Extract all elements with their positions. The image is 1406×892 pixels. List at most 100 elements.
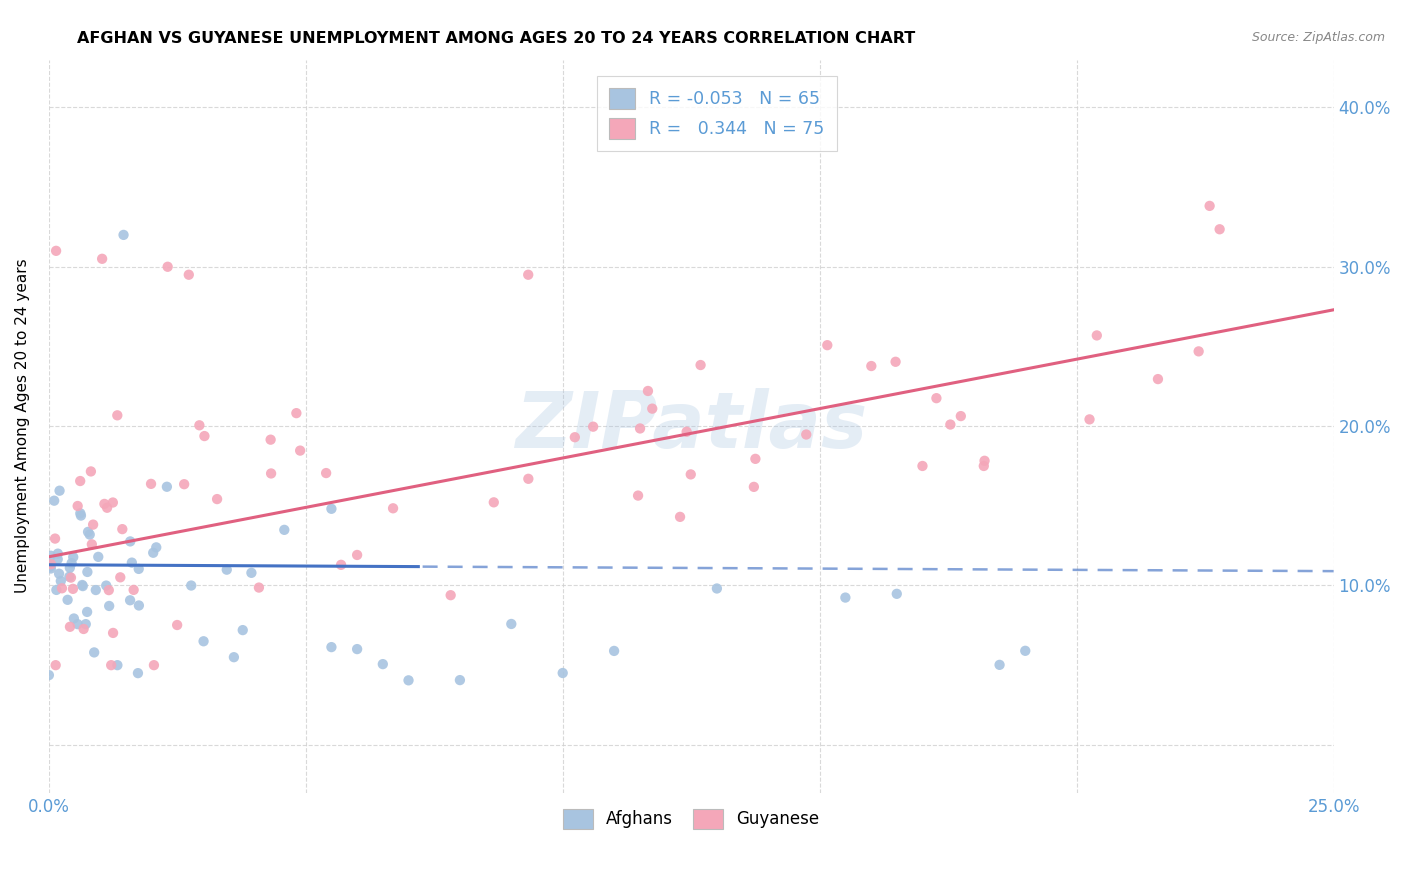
Point — [72, 578, 94, 592]
Point — [111, 522, 134, 536]
Point — [1147, 372, 1170, 386]
Point — [139, 476, 162, 491]
Point — [59, 561, 82, 575]
Point — [173, 477, 195, 491]
Point — [177, 268, 200, 282]
Point — [398, 673, 420, 688]
Point — [166, 618, 188, 632]
Point — [641, 401, 664, 416]
Point — [156, 260, 179, 274]
Point — [886, 587, 908, 601]
Point — [122, 582, 145, 597]
Point — [288, 443, 311, 458]
Point — [49, 574, 72, 588]
Point — [273, 523, 295, 537]
Point — [120, 593, 142, 607]
Point — [44, 493, 66, 508]
Point — [188, 418, 211, 433]
Point — [128, 599, 150, 613]
Point — [517, 472, 540, 486]
Point — [988, 657, 1011, 672]
Point — [180, 578, 202, 592]
Point — [75, 617, 97, 632]
Point — [58, 570, 80, 584]
Point — [911, 458, 934, 473]
Point — [142, 546, 165, 560]
Point — [66, 617, 89, 632]
Point — [97, 583, 120, 598]
Point — [39, 558, 62, 572]
Point — [77, 524, 100, 539]
Point — [744, 451, 766, 466]
Point — [860, 359, 883, 373]
Point — [669, 509, 692, 524]
Point — [193, 429, 215, 443]
Point — [551, 665, 574, 680]
Point — [69, 507, 91, 521]
Point — [39, 559, 62, 574]
Point — [884, 355, 907, 369]
Point — [973, 458, 995, 473]
Point — [39, 549, 62, 563]
Point — [62, 550, 84, 565]
Point — [79, 527, 101, 541]
Point — [105, 658, 128, 673]
Point — [76, 605, 98, 619]
Point — [83, 645, 105, 659]
Point — [449, 673, 471, 687]
Point — [346, 548, 368, 562]
Point — [240, 566, 263, 580]
Point — [59, 620, 82, 634]
Point — [60, 556, 83, 570]
Legend: Afghans, Guyanese: Afghans, Guyanese — [557, 802, 827, 836]
Point — [222, 650, 245, 665]
Point — [501, 617, 523, 632]
Point — [105, 409, 128, 423]
Point — [101, 626, 124, 640]
Point — [1188, 344, 1211, 359]
Point — [145, 541, 167, 555]
Point — [259, 433, 281, 447]
Point — [260, 467, 283, 481]
Point — [675, 425, 697, 439]
Point — [215, 563, 238, 577]
Point — [564, 430, 586, 444]
Point — [121, 556, 143, 570]
Point — [39, 561, 62, 575]
Point — [706, 582, 728, 596]
Point — [45, 582, 67, 597]
Point — [815, 338, 838, 352]
Point — [80, 537, 103, 551]
Point — [66, 499, 89, 513]
Point — [96, 500, 118, 515]
Point — [628, 421, 651, 435]
Point — [330, 558, 353, 572]
Point — [440, 588, 463, 602]
Point — [80, 465, 103, 479]
Point — [482, 495, 505, 509]
Point — [45, 658, 67, 673]
Point — [517, 268, 540, 282]
Point — [110, 570, 132, 584]
Point — [72, 622, 94, 636]
Point — [679, 467, 702, 482]
Point — [38, 668, 60, 682]
Point — [91, 252, 114, 266]
Point — [382, 501, 405, 516]
Point — [321, 640, 343, 654]
Point — [82, 517, 104, 532]
Point — [247, 581, 270, 595]
Point — [69, 474, 91, 488]
Point — [46, 547, 69, 561]
Y-axis label: Unemployment Among Ages 20 to 24 years: Unemployment Among Ages 20 to 24 years — [15, 259, 30, 593]
Text: Source: ZipAtlas.com: Source: ZipAtlas.com — [1251, 31, 1385, 45]
Point — [70, 508, 93, 523]
Point — [205, 492, 228, 507]
Point — [101, 495, 124, 509]
Text: AFGHAN VS GUYANESE UNEMPLOYMENT AMONG AGES 20 TO 24 YEARS CORRELATION CHART: AFGHAN VS GUYANESE UNEMPLOYMENT AMONG AG… — [77, 31, 915, 46]
Point — [100, 658, 122, 673]
Point — [1208, 222, 1230, 236]
Point — [1014, 644, 1036, 658]
Point — [84, 582, 107, 597]
Point — [51, 582, 73, 596]
